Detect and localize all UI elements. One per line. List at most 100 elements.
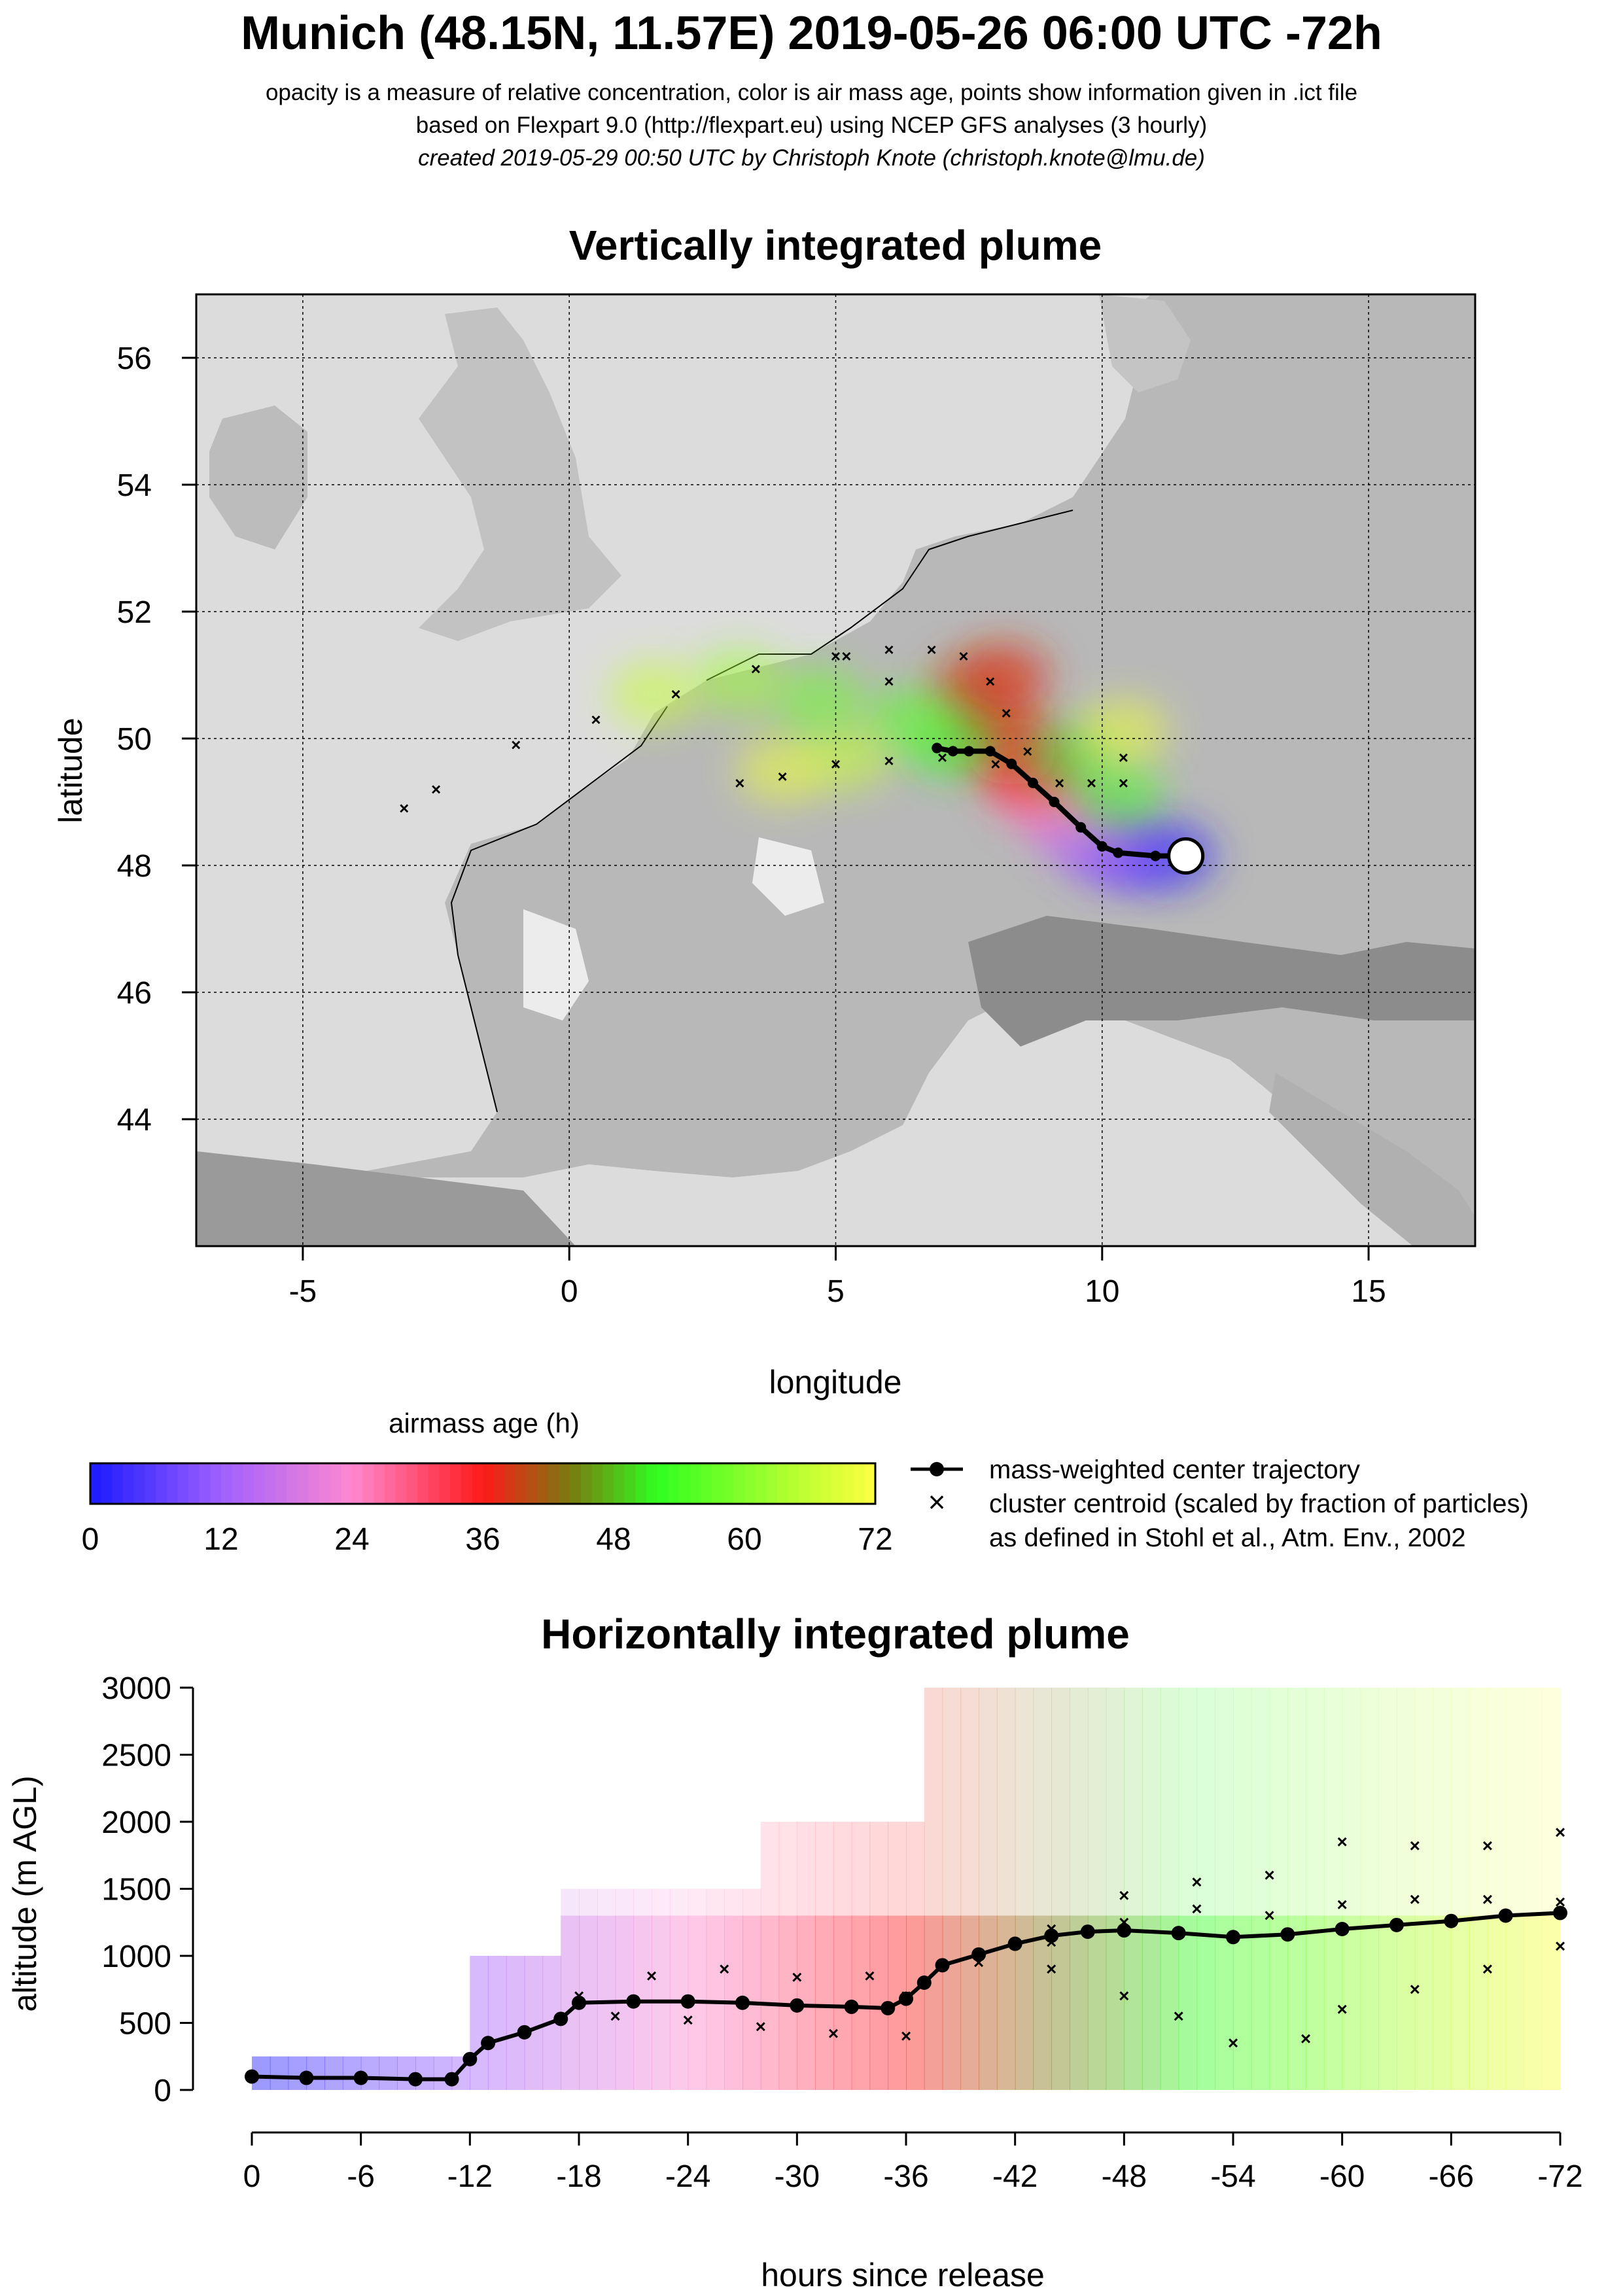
colorbar-segment xyxy=(843,1463,854,1504)
land-alps xyxy=(968,916,1475,1047)
map-trajectory-point xyxy=(1006,758,1017,769)
colorbar-segment xyxy=(133,1463,145,1504)
colorbar-segment xyxy=(712,1463,724,1504)
map-cluster-point: × xyxy=(884,672,894,691)
profile-title: Horizontally integrated plume xyxy=(541,1610,1130,1658)
colorbar-segment xyxy=(385,1463,396,1504)
profile-plume-cell xyxy=(1160,1688,1179,2090)
profile-plume-core xyxy=(1251,1915,1270,2090)
profile-cluster-point: × xyxy=(1482,1959,1493,1979)
profile-trajectory-point xyxy=(462,2051,478,2066)
profile-plume-core xyxy=(979,1915,998,2090)
profile-xtick-label: -66 xyxy=(1429,2159,1474,2194)
profile-plume-core xyxy=(942,1915,962,2090)
legend-cross-marker: × xyxy=(928,1485,946,1519)
profile-plume-cell xyxy=(778,1822,798,2090)
map-cluster-point: × xyxy=(927,640,937,659)
profile-plume-core xyxy=(1306,1915,1325,2090)
profile-plume-core xyxy=(1397,1915,1416,2090)
colorbar xyxy=(90,1463,876,1504)
profile-trajectory-point xyxy=(444,2072,459,2087)
profile-trajectory-point xyxy=(626,1994,641,2009)
profile-plume-cell xyxy=(270,2056,289,2090)
map-cluster-point: × xyxy=(990,754,1000,774)
profile-plume-core xyxy=(1542,1915,1561,2090)
profile-plume-core xyxy=(1323,1915,1343,2090)
colorbar-segment xyxy=(275,1463,287,1504)
map-trajectory-point xyxy=(1027,777,1038,788)
profile-trajectory-point xyxy=(680,1994,695,2009)
profile-plume-cell xyxy=(1342,1688,1361,2090)
colorbar-segment xyxy=(624,1463,636,1504)
map-cluster-point: × xyxy=(958,646,968,666)
map-trajectory-point xyxy=(1075,822,1087,833)
profile-plume-core xyxy=(506,1956,525,2090)
legend-center-label: mass-weighted center trajectory xyxy=(989,1455,1360,1484)
colorbar-segment xyxy=(352,1463,364,1504)
profile-xtick-label: -18 xyxy=(556,2159,601,2194)
colorbar-segment xyxy=(570,1463,582,1504)
colorbar-segment xyxy=(90,1463,102,1504)
colorbar-ticks: 0 12 24 36 48 60 72 xyxy=(82,1522,893,1557)
colorbar-segment xyxy=(264,1463,276,1504)
profile-trajectory-point xyxy=(553,2011,568,2026)
profile-trajectory-point xyxy=(1007,1936,1022,1951)
profile-plume-core xyxy=(924,1915,943,2090)
colorbar-segment xyxy=(657,1463,669,1504)
land-ireland xyxy=(209,406,307,549)
colorbar-segment xyxy=(548,1463,560,1504)
profile-plume-core xyxy=(1378,1915,1397,2090)
profile-ytick-label: 2500 xyxy=(101,1739,171,1773)
profile-xtick-label: -54 xyxy=(1210,2159,1255,2194)
profile-cluster-point: × xyxy=(1173,2006,1183,2026)
profile-plume-core xyxy=(1360,1915,1380,2090)
colorbar-segment xyxy=(145,1463,156,1504)
profile-plume-core xyxy=(1342,1915,1361,2090)
profile-xlabel: hours since release xyxy=(761,2257,1045,2293)
profile-plume-core xyxy=(1469,1915,1488,2090)
colorbar-segment xyxy=(428,1463,440,1504)
colorbar-tick-label: 48 xyxy=(596,1522,631,1557)
profile-trajectory-point xyxy=(881,2000,896,2015)
map-cluster-point: × xyxy=(841,646,851,666)
profile-plume-cell xyxy=(615,1888,635,2090)
profile-trajectory-point xyxy=(1553,1905,1567,1921)
profile-plume-cell xyxy=(1433,1688,1452,2090)
colorbar-segment xyxy=(722,1463,734,1504)
profile-plume-cell xyxy=(1233,1688,1252,2090)
colorbar-segment xyxy=(755,1463,767,1504)
legend-dot-marker xyxy=(930,1462,944,1476)
profile-plume-cell xyxy=(1178,1688,1198,2090)
colorbar-segment xyxy=(602,1463,614,1504)
map-xtick-label: 5 xyxy=(827,1274,845,1309)
colorbar-tick-label: 36 xyxy=(465,1522,500,1557)
map-cluster-point: × xyxy=(1022,741,1032,761)
profile-cluster-point: × xyxy=(1046,1959,1056,1979)
profile-plume-core xyxy=(1269,1915,1289,2090)
profile-cluster-point: × xyxy=(646,1966,657,1986)
colorbar-segment xyxy=(668,1463,680,1504)
map-cluster-point: × xyxy=(831,754,841,774)
colorbar-segment xyxy=(701,1463,712,1504)
colorbar-segment xyxy=(614,1463,625,1504)
map-ytick-label: 44 xyxy=(117,1103,152,1138)
profile-cluster-point: × xyxy=(1482,1835,1493,1856)
profile-cluster-point: × xyxy=(864,1966,875,1986)
colorbar-segment xyxy=(308,1463,320,1504)
profile-xtick-label: -6 xyxy=(347,2159,375,2194)
map-cluster-point: × xyxy=(777,767,787,786)
colorbar-segment xyxy=(101,1463,113,1504)
profile-cluster-point: × xyxy=(1300,2028,1311,2049)
profile-plume-cell xyxy=(1469,1688,1488,2090)
profile-plume-core xyxy=(1487,1915,1507,2090)
profile-plume-cell xyxy=(1070,1688,1089,2090)
legend-cluster-label: cluster centroid (scaled by fraction of … xyxy=(989,1489,1529,1518)
map-xtick-label: 10 xyxy=(1085,1274,1119,1309)
profile-xtick-label: -48 xyxy=(1102,2159,1147,2194)
profile-cluster-point: × xyxy=(1410,1889,1420,1909)
colorbar-tick-label: 72 xyxy=(858,1522,892,1557)
colorbar-segment xyxy=(439,1463,451,1504)
profile-xtick-label: -42 xyxy=(992,2159,1038,2194)
legend: mass-weighted center trajectory × cluste… xyxy=(911,1455,1529,1552)
